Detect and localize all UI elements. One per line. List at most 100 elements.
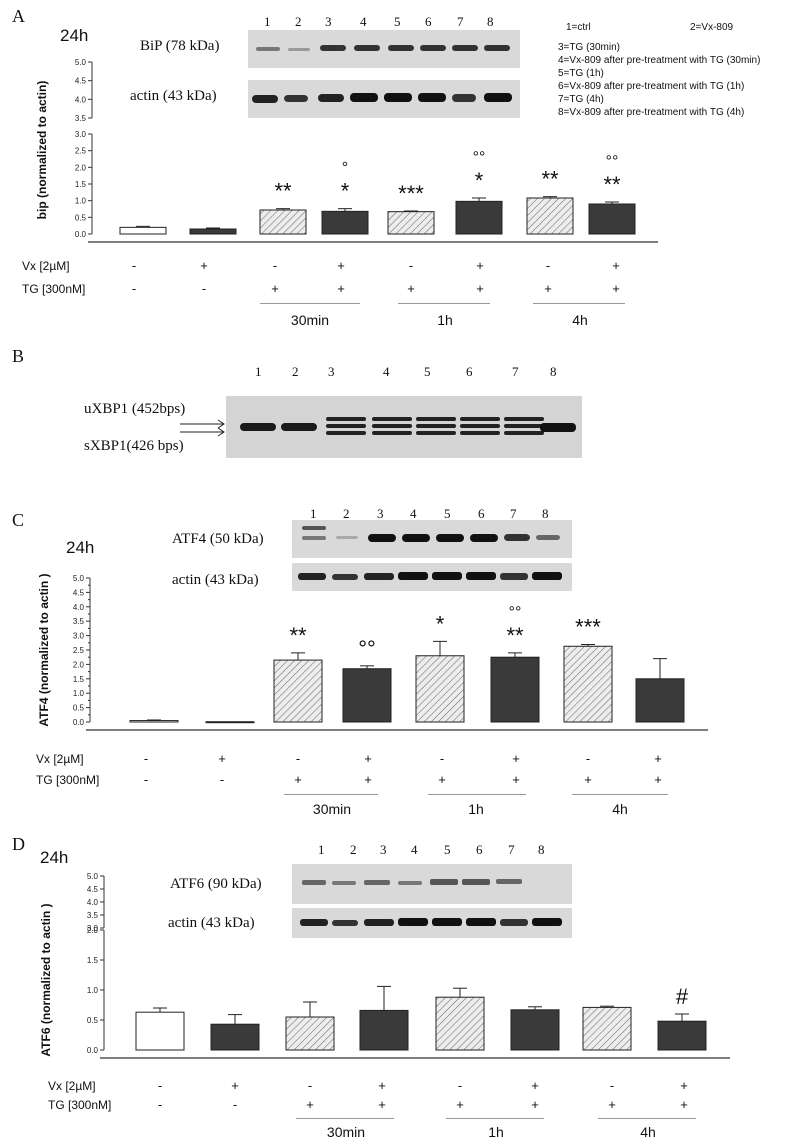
y-axis-label: ATF6 (normalized to actin ) [39,903,53,1056]
vx-sign: - [131,258,137,273]
lane-number: 5 [394,14,401,29]
tg-sign: + [531,1097,539,1112]
bar-c-lane-6 [490,656,540,723]
group-label-1h: 1h [488,1124,504,1140]
vx-condition-label: Vx [2µM] [22,259,70,273]
significance-mark: ** [603,172,621,197]
tg-condition-label: TG [300nM] [48,1098,112,1112]
bar-a-lane-6 [455,200,503,235]
vx-sign: + [654,751,662,766]
bar-a-lane-7 [526,197,574,235]
tg-sign: + [306,1097,314,1112]
lane-number: 3 [328,364,335,379]
y-tick-label: 3.0 [75,130,87,139]
bip-western-blot [248,30,520,68]
y-tick-label: 4.0 [73,603,85,612]
y-tick-label: 5.0 [73,574,85,583]
y-tick-label: 0.5 [73,704,85,713]
group-divider [260,303,360,304]
tg-sign: - [157,1097,163,1112]
atf4-bar-chart: 0.0 0.5 1.0 1.5 2.0 2.5 3.0 3.5 4.0 4.5 5.0 ATF4 (n… [37,573,708,731]
group-divider [296,1118,394,1119]
group-label-30min: 30min [312,801,352,817]
vx-sign: - [143,751,149,766]
tg-sign: + [407,281,415,296]
tg-sign: + [271,281,279,296]
y-tick-label: 0.0 [73,718,85,727]
panel-c-time-label: 24h [66,538,95,557]
lane-number: 1 [255,364,262,379]
legend-item: 5=TG (1h) [558,68,604,79]
y-tick-label: 2.5 [75,147,87,156]
vx-sign: - [272,258,278,273]
y-tick-label: 1.5 [87,956,99,965]
significance-mark: ** [274,179,292,204]
y-tick-label: 2.5 [73,646,85,655]
y-tick-label: 0.0 [87,1046,99,1055]
significance-mark-top: °° [473,149,486,166]
panel-a-blot-label-bip: BiP (78 kDa) [140,38,220,54]
bar-d-lane-8 [657,1020,707,1051]
vx-sign: - [439,751,445,766]
vx-sign: - [408,258,414,273]
group-label-1h: 1h [437,312,453,328]
lane-number: 4 [411,842,418,857]
y-tick-label: 1.0 [75,197,87,206]
bar-d-lane-6 [510,1009,560,1051]
vx-sign: + [218,751,226,766]
y-tick-label: 3.5 [73,617,85,626]
tg-sign: + [337,281,345,296]
tg-sign: + [584,772,592,787]
y-tick-label: 5.0 [87,872,99,881]
significance-mark: * [436,611,445,636]
lane-number: 6 [466,364,473,379]
lane-number: 3 [325,14,332,29]
actin-western-blot-a [248,80,520,118]
y-tick-label: 3.5 [75,114,87,123]
group-label-30min: 30min [290,312,330,328]
y-tick-label: 2.0 [73,660,85,669]
legend-item: 8=Vx-809 after pre-treatment with TG (4h… [558,107,745,118]
vx-sign: + [200,258,208,273]
group-divider [398,303,490,304]
y-tick-label: 0.0 [75,230,87,239]
bar-c-lane-8 [635,678,685,723]
atf6-western-blot [292,864,572,904]
y-tick-label: 3.0 [87,924,99,933]
panel-d-blot-label-actin: actin (43 kDa) [168,915,255,931]
panel-d-time-label: 24h [40,848,69,867]
y-tick-label: 4.0 [75,95,87,104]
significance-mark-top: °° [509,604,522,621]
lane-number: 1 [310,506,317,521]
lane-number: 2 [292,364,299,379]
lane-number: 6 [478,506,485,521]
panel-c-blot-label-atf4: ATF4 (50 kDa) [172,531,264,547]
y-tick-label: 3.5 [87,911,99,920]
bar-c-lane-3 [273,659,323,723]
lane-number: 2 [295,14,302,29]
panel-c-blot-label-actin: actin (43 kDa) [172,572,259,588]
tg-sign: + [680,1097,688,1112]
significance-mark: ** [289,623,307,648]
group-label-30min: 30min [326,1124,366,1140]
y-tick-label: 1.0 [87,986,99,995]
vx-condition-label: Vx [2µM] [36,752,84,766]
legend-item: 7=TG (4h) [558,94,604,105]
y-tick-label: 2.0 [75,163,87,172]
vx-sign: + [231,1078,239,1093]
lane-number: 6 [476,842,483,857]
tg-sign: + [378,1097,386,1112]
y-tick-label: 1.0 [73,689,85,698]
significance-mark: # [676,984,689,1009]
lane-number: 4 [360,14,367,29]
vx-sign: - [307,1078,313,1093]
tg-condition-label: TG [300nM] [22,282,86,296]
panel-d-blot-label-atf6: ATF6 (90 kDa) [170,876,262,892]
bar-d-lane-1 [135,1011,185,1051]
vx-sign: + [378,1078,386,1093]
tg-sign: + [364,772,372,787]
group-divider [284,794,378,795]
bar-a-lane-8 [588,203,636,235]
xbp1-arrows [180,419,225,437]
y-tick-label: 4.5 [75,77,87,86]
